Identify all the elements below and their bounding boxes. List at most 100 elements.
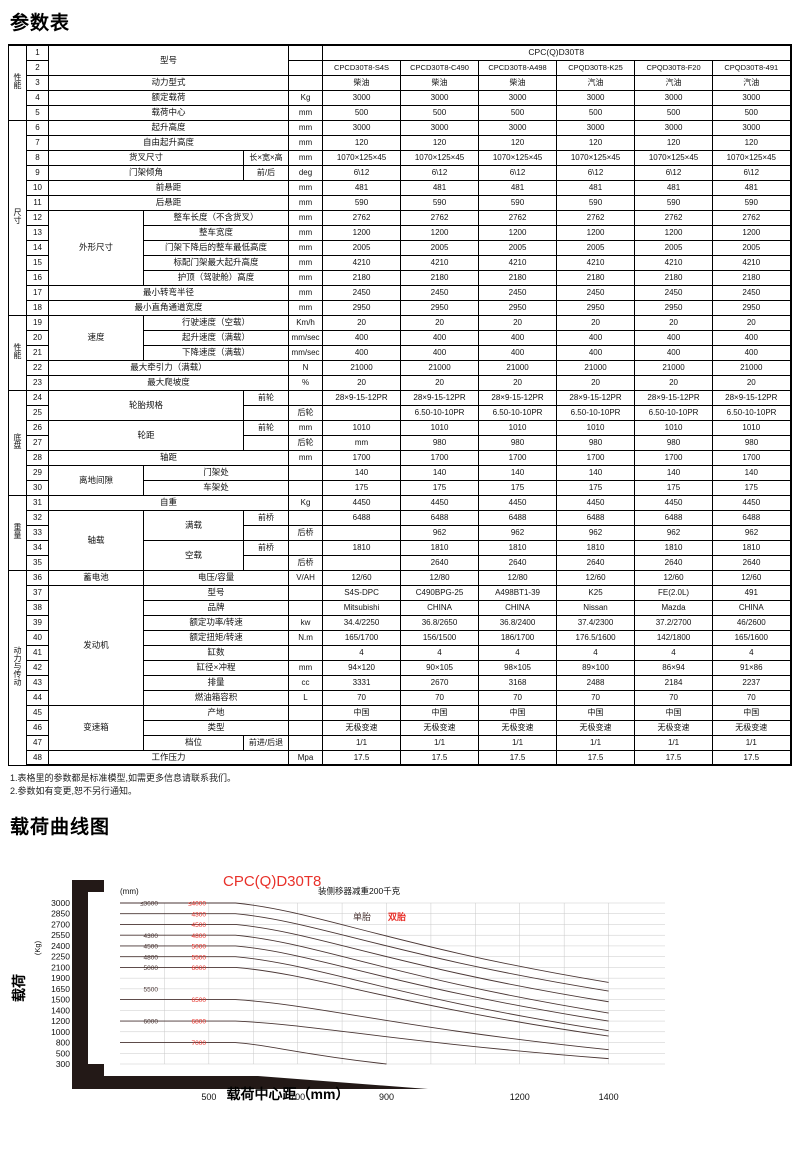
cell-value: 6\12 xyxy=(478,164,558,181)
cell-value: 400 xyxy=(634,329,714,346)
cell-value: 2640 xyxy=(478,554,558,571)
y-tick-label: 1500 xyxy=(51,995,70,1005)
x-tick-label: 900 xyxy=(379,1092,394,1102)
row-index: 41 xyxy=(26,644,49,661)
cell-value: 140 xyxy=(478,464,558,481)
table-row: 46 类型 无极变速 无极变速 无极变速 无极变速 无极变速 无极变速 xyxy=(9,719,792,736)
row-label: 最大爬坡度 xyxy=(47,374,290,391)
group-label-2: 尺寸 xyxy=(8,119,27,316)
row-index: 40 xyxy=(26,629,49,646)
model-column-6: CPQD30T8-491 xyxy=(712,59,792,76)
note-1: 1.表格里的参数都是标准模型,如需更多信息请联系我们。 xyxy=(10,773,237,783)
cell-value: 1810 xyxy=(322,539,402,556)
cell-value: 4 xyxy=(556,644,636,661)
row-sublabel: 车架处 xyxy=(142,479,290,496)
table-row: 37 发动机 型号 S4S-DPC C490BPG-25 A498BT1-39 K25 FE(… xyxy=(9,584,792,706)
row-index: 6 xyxy=(26,119,49,136)
row-sublabel: 电压/容量 xyxy=(142,569,290,586)
cell-value: 962 xyxy=(478,524,558,541)
cell-value: 6488 xyxy=(478,509,558,526)
cell-value: 3331 xyxy=(322,674,402,691)
cell-value: 4450 xyxy=(556,494,636,511)
cell-value: 400 xyxy=(634,344,714,361)
row-sublabel: 缸径×冲程 xyxy=(142,659,290,676)
cell-value: 590 xyxy=(322,194,402,211)
row-unit: L xyxy=(288,689,324,706)
cell-value: 1700 xyxy=(712,449,792,466)
cell-value: 28×9-15-12PR xyxy=(712,389,792,406)
cell-value: 500 xyxy=(634,104,714,121)
cell-value: 4450 xyxy=(322,494,402,511)
row-index: 20 xyxy=(26,329,49,346)
group-label-text: 重量 xyxy=(13,522,22,539)
cell-value: 21000 xyxy=(322,359,402,376)
cell-value: 3000 xyxy=(322,89,402,106)
cell-value: 500 xyxy=(556,104,636,121)
cell-value: 6\12 xyxy=(556,164,636,181)
row-index: 35 xyxy=(26,554,49,571)
page-title: 参数表 xyxy=(10,13,71,34)
row-unit: Km/h xyxy=(288,314,324,331)
cell-value: 980 xyxy=(556,434,636,451)
row-index: 30 xyxy=(26,479,49,496)
model-column-3: CPCD30T8-A498 xyxy=(478,59,558,76)
row-index: 18 xyxy=(26,299,49,316)
y-tick-label: 1400 xyxy=(51,1005,70,1015)
cell-value: 962 xyxy=(634,524,714,541)
cell-value: 无极变速 xyxy=(322,719,402,736)
row-index: 38 xyxy=(26,599,49,616)
cell-value: 1070×125×45 xyxy=(634,149,714,166)
table-row: 45 变速箱 产地 中国 中国 中国 中国 中国 中国 xyxy=(9,704,792,751)
row-index: 32 xyxy=(26,509,49,526)
table-row: 11 后悬距 mm 590 590 590 590 590 590 xyxy=(9,194,792,211)
row-label: 最大牵引力（满载） xyxy=(47,359,290,376)
row-index: 34 xyxy=(26,539,49,556)
table-row: 43 排量 cc 3331 2670 3168 2488 2184 2237 xyxy=(9,674,792,691)
cell-value: 2450 xyxy=(712,284,792,301)
row-unit: mm xyxy=(288,269,324,286)
row-label: 外形尺寸 xyxy=(48,209,144,286)
row-label: 额定载荷 xyxy=(47,89,290,106)
row-sublabel xyxy=(242,524,290,541)
cell-value: 28×9-15-12PR xyxy=(634,389,714,406)
load-curve-4500 xyxy=(120,924,609,1003)
cell-value: 120 xyxy=(556,134,636,151)
row-sublabel: 排量 xyxy=(142,674,290,691)
row-index: 39 xyxy=(26,614,49,631)
row-index: 19 xyxy=(26,314,49,331)
cell-value: 37.2/2700 xyxy=(634,614,714,631)
row-index: 24 xyxy=(26,389,49,406)
table-row: 16 护顶（驾驶舱）高度 mm 2180 2180 2180 2180 2180 2180 xyxy=(9,269,792,286)
row-unit: mm xyxy=(288,419,324,436)
y-tick-label: 2400 xyxy=(51,941,70,951)
cell-value: 36.8/2650 xyxy=(400,614,480,631)
row-unit: mm xyxy=(288,209,324,226)
table-row: 15 标配门架最大起升高度 mm 4210 4210 4210 4210 4210 4210 xyxy=(9,254,792,271)
row-unit: mm xyxy=(288,134,324,151)
cell-value: 481 xyxy=(322,179,402,196)
series-unit-label: (mm) xyxy=(120,887,139,896)
cell-value: 28×9-15-12PR xyxy=(478,389,558,406)
cell-value: 1010 xyxy=(400,419,480,436)
cell-value: 21000 xyxy=(400,359,480,376)
cell-value: 46/2600 xyxy=(712,614,792,631)
table-row: 32 轴载 满载 前桥 6488 6488 6488 6488 6488 6488 xyxy=(9,509,792,571)
row-index: 46 xyxy=(26,719,49,736)
cell-value: 1810 xyxy=(712,539,792,556)
load-curve-7000 xyxy=(120,1042,387,1065)
row-sublabel xyxy=(242,554,290,571)
legend-single-tire: 单胎 xyxy=(353,911,371,922)
row-unit xyxy=(288,734,324,751)
cell-value: 590 xyxy=(556,194,636,211)
y-tick-label: 2250 xyxy=(51,952,70,962)
cell-value: 20 xyxy=(556,314,636,331)
cell-value: 2180 xyxy=(634,269,714,286)
row-sublabel-2: 后桥 xyxy=(288,554,324,571)
y-tick-label: 300 xyxy=(56,1059,70,1069)
table-row: 33后桥962962962962962962 xyxy=(9,524,792,541)
y-tick-label: 2850 xyxy=(51,909,70,919)
load-curve-svg: 3000285027002550240022502100190016501500… xyxy=(11,873,665,1102)
cell-value: 21000 xyxy=(634,359,714,376)
x-tick-label: 1200 xyxy=(510,1092,530,1102)
cell-value: 12/80 xyxy=(478,569,558,586)
